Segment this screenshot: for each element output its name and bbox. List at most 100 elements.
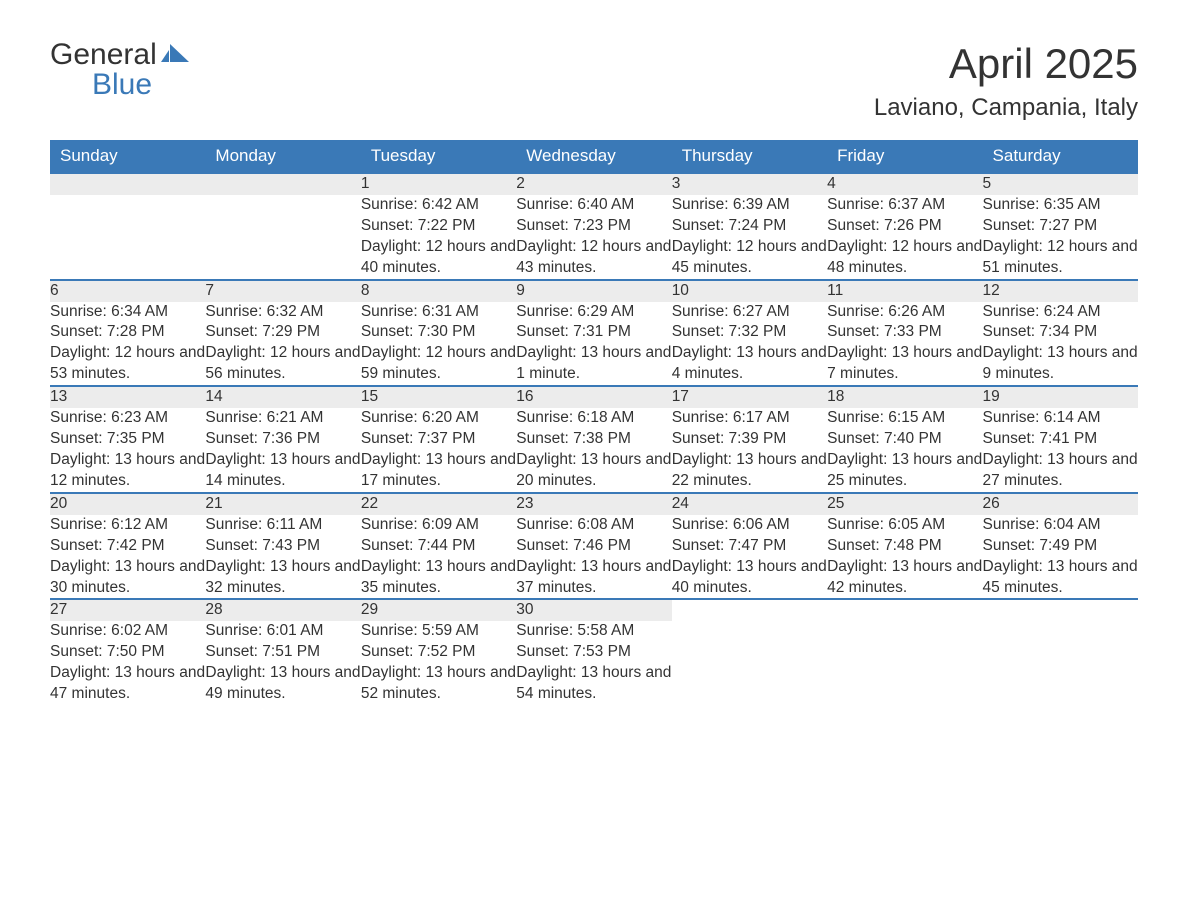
sunset-text: Sunset: 7:23 PM bbox=[516, 216, 671, 237]
empty-day-body bbox=[205, 195, 360, 280]
day-cell: Sunrise: 6:24 AMSunset: 7:34 PMDaylight:… bbox=[983, 302, 1138, 387]
daylight-text: Daylight: 12 hours and 56 minutes. bbox=[205, 343, 360, 385]
sunrise-text: Sunrise: 6:29 AM bbox=[516, 302, 671, 323]
sunset-text: Sunset: 7:42 PM bbox=[50, 536, 205, 557]
daylight-text: Daylight: 13 hours and 7 minutes. bbox=[827, 343, 982, 385]
sunrise-text: Sunrise: 6:21 AM bbox=[205, 408, 360, 429]
brand-word2: Blue bbox=[92, 70, 152, 100]
sunset-text: Sunset: 7:30 PM bbox=[361, 322, 516, 343]
day-cell: Sunrise: 6:08 AMSunset: 7:46 PMDaylight:… bbox=[516, 515, 671, 600]
weekday-header: Tuesday bbox=[361, 140, 516, 173]
day-number: 28 bbox=[205, 599, 360, 621]
daylight-text: Daylight: 13 hours and 32 minutes. bbox=[205, 557, 360, 599]
empty-day-number bbox=[50, 173, 205, 195]
empty-day-number bbox=[827, 599, 982, 621]
day-number: 25 bbox=[827, 493, 982, 515]
day-number: 2 bbox=[516, 173, 671, 195]
sunrise-text: Sunrise: 6:12 AM bbox=[50, 515, 205, 536]
sunrise-text: Sunrise: 6:35 AM bbox=[983, 195, 1138, 216]
day-cell: Sunrise: 5:59 AMSunset: 7:52 PMDaylight:… bbox=[361, 621, 516, 705]
day-number: 30 bbox=[516, 599, 671, 621]
empty-day-body bbox=[983, 621, 1138, 705]
sunrise-text: Sunrise: 5:58 AM bbox=[516, 621, 671, 642]
day-number: 15 bbox=[361, 386, 516, 408]
sunset-text: Sunset: 7:53 PM bbox=[516, 642, 671, 663]
calendar-body: 12345Sunrise: 6:42 AMSunset: 7:22 PMDayl… bbox=[50, 173, 1138, 705]
daylight-text: Daylight: 12 hours and 51 minutes. bbox=[983, 237, 1138, 279]
day-body-row: Sunrise: 6:34 AMSunset: 7:28 PMDaylight:… bbox=[50, 302, 1138, 387]
sunset-text: Sunset: 7:34 PM bbox=[983, 322, 1138, 343]
sunset-text: Sunset: 7:51 PM bbox=[205, 642, 360, 663]
day-number: 23 bbox=[516, 493, 671, 515]
day-cell: Sunrise: 6:26 AMSunset: 7:33 PMDaylight:… bbox=[827, 302, 982, 387]
sunrise-text: Sunrise: 6:24 AM bbox=[983, 302, 1138, 323]
day-cell: Sunrise: 6:20 AMSunset: 7:37 PMDaylight:… bbox=[361, 408, 516, 493]
daylight-text: Daylight: 13 hours and 14 minutes. bbox=[205, 450, 360, 492]
daylight-text: Daylight: 13 hours and 52 minutes. bbox=[361, 663, 516, 705]
sunrise-text: Sunrise: 6:26 AM bbox=[827, 302, 982, 323]
sunset-text: Sunset: 7:31 PM bbox=[516, 322, 671, 343]
sunset-text: Sunset: 7:50 PM bbox=[50, 642, 205, 663]
sunset-text: Sunset: 7:28 PM bbox=[50, 322, 205, 343]
day-cell: Sunrise: 6:09 AMSunset: 7:44 PMDaylight:… bbox=[361, 515, 516, 600]
day-cell: Sunrise: 6:18 AMSunset: 7:38 PMDaylight:… bbox=[516, 408, 671, 493]
sunset-text: Sunset: 7:39 PM bbox=[672, 429, 827, 450]
weekday-header: Friday bbox=[827, 140, 982, 173]
sunset-text: Sunset: 7:32 PM bbox=[672, 322, 827, 343]
day-cell: Sunrise: 6:29 AMSunset: 7:31 PMDaylight:… bbox=[516, 302, 671, 387]
sunrise-text: Sunrise: 6:32 AM bbox=[205, 302, 360, 323]
day-cell: Sunrise: 6:06 AMSunset: 7:47 PMDaylight:… bbox=[672, 515, 827, 600]
sunrise-text: Sunrise: 6:34 AM bbox=[50, 302, 205, 323]
weekday-header: Thursday bbox=[672, 140, 827, 173]
day-number: 17 bbox=[672, 386, 827, 408]
sunset-text: Sunset: 7:43 PM bbox=[205, 536, 360, 557]
day-number: 29 bbox=[361, 599, 516, 621]
day-cell: Sunrise: 6:05 AMSunset: 7:48 PMDaylight:… bbox=[827, 515, 982, 600]
daylight-text: Daylight: 12 hours and 45 minutes. bbox=[672, 237, 827, 279]
empty-day-body bbox=[827, 621, 982, 705]
daylight-text: Daylight: 13 hours and 25 minutes. bbox=[827, 450, 982, 492]
day-number-row: 13141516171819 bbox=[50, 386, 1138, 408]
day-cell: Sunrise: 6:17 AMSunset: 7:39 PMDaylight:… bbox=[672, 408, 827, 493]
day-cell: Sunrise: 6:32 AMSunset: 7:29 PMDaylight:… bbox=[205, 302, 360, 387]
title-block: April 2025 Laviano, Campania, Italy bbox=[874, 40, 1138, 122]
weekday-header: Wednesday bbox=[516, 140, 671, 173]
sunset-text: Sunset: 7:49 PM bbox=[983, 536, 1138, 557]
day-number: 13 bbox=[50, 386, 205, 408]
sunrise-text: Sunrise: 6:39 AM bbox=[672, 195, 827, 216]
day-cell: Sunrise: 6:27 AMSunset: 7:32 PMDaylight:… bbox=[672, 302, 827, 387]
sunrise-text: Sunrise: 6:14 AM bbox=[983, 408, 1138, 429]
daylight-text: Daylight: 13 hours and 4 minutes. bbox=[672, 343, 827, 385]
sunset-text: Sunset: 7:52 PM bbox=[361, 642, 516, 663]
daylight-text: Daylight: 13 hours and 54 minutes. bbox=[516, 663, 671, 705]
sunset-text: Sunset: 7:33 PM bbox=[827, 322, 982, 343]
daylight-text: Daylight: 12 hours and 59 minutes. bbox=[361, 343, 516, 385]
day-cell: Sunrise: 6:01 AMSunset: 7:51 PMDaylight:… bbox=[205, 621, 360, 705]
day-cell: Sunrise: 6:34 AMSunset: 7:28 PMDaylight:… bbox=[50, 302, 205, 387]
day-number: 11 bbox=[827, 280, 982, 302]
sunrise-text: Sunrise: 6:40 AM bbox=[516, 195, 671, 216]
day-number: 24 bbox=[672, 493, 827, 515]
day-cell: Sunrise: 6:35 AMSunset: 7:27 PMDaylight:… bbox=[983, 195, 1138, 280]
empty-day-number bbox=[983, 599, 1138, 621]
sunset-text: Sunset: 7:27 PM bbox=[983, 216, 1138, 237]
day-number: 26 bbox=[983, 493, 1138, 515]
day-number: 27 bbox=[50, 599, 205, 621]
day-body-row: Sunrise: 6:23 AMSunset: 7:35 PMDaylight:… bbox=[50, 408, 1138, 493]
day-cell: Sunrise: 6:12 AMSunset: 7:42 PMDaylight:… bbox=[50, 515, 205, 600]
daylight-text: Daylight: 13 hours and 45 minutes. bbox=[983, 557, 1138, 599]
sunrise-text: Sunrise: 6:42 AM bbox=[361, 195, 516, 216]
day-number: 12 bbox=[983, 280, 1138, 302]
day-number: 9 bbox=[516, 280, 671, 302]
sunset-text: Sunset: 7:38 PM bbox=[516, 429, 671, 450]
day-number: 4 bbox=[827, 173, 982, 195]
day-cell: Sunrise: 6:21 AMSunset: 7:36 PMDaylight:… bbox=[205, 408, 360, 493]
day-number: 19 bbox=[983, 386, 1138, 408]
day-cell: Sunrise: 6:39 AMSunset: 7:24 PMDaylight:… bbox=[672, 195, 827, 280]
day-cell: Sunrise: 6:40 AMSunset: 7:23 PMDaylight:… bbox=[516, 195, 671, 280]
day-body-row: Sunrise: 6:02 AMSunset: 7:50 PMDaylight:… bbox=[50, 621, 1138, 705]
day-cell: Sunrise: 6:42 AMSunset: 7:22 PMDaylight:… bbox=[361, 195, 516, 280]
day-cell: Sunrise: 5:58 AMSunset: 7:53 PMDaylight:… bbox=[516, 621, 671, 705]
day-number: 16 bbox=[516, 386, 671, 408]
location-subtitle: Laviano, Campania, Italy bbox=[874, 94, 1138, 122]
